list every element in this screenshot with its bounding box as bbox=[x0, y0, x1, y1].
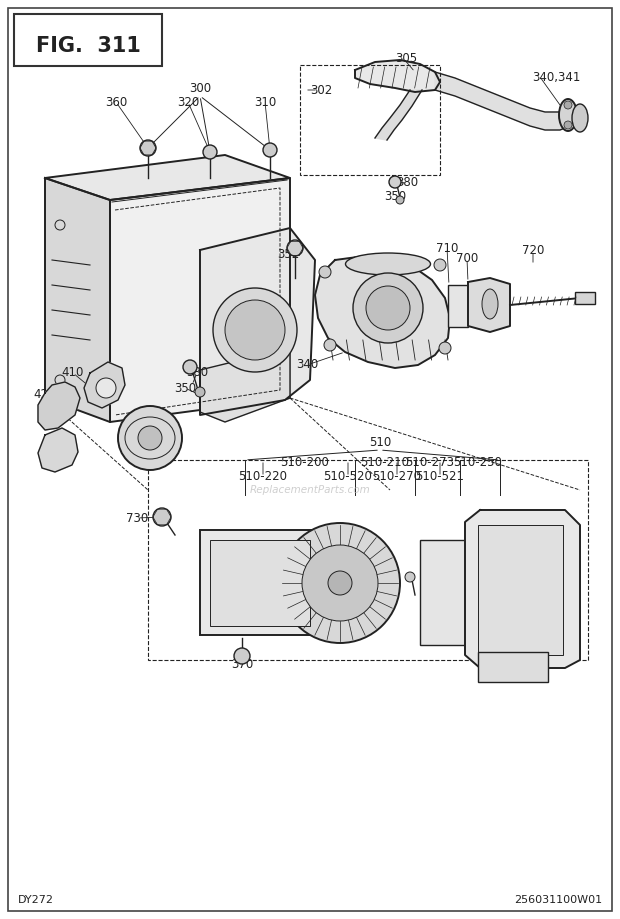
Text: 340,341: 340,341 bbox=[532, 71, 580, 84]
Text: 380: 380 bbox=[186, 367, 208, 380]
Polygon shape bbox=[315, 256, 450, 368]
Text: 710: 710 bbox=[436, 242, 458, 255]
Circle shape bbox=[396, 196, 404, 204]
Text: ReplacementParts.com: ReplacementParts.com bbox=[250, 485, 370, 495]
Circle shape bbox=[287, 240, 303, 256]
Polygon shape bbox=[375, 90, 422, 140]
Bar bbox=[478, 525, 563, 655]
Circle shape bbox=[280, 523, 400, 643]
Circle shape bbox=[564, 121, 572, 129]
Text: 350: 350 bbox=[174, 381, 196, 394]
Circle shape bbox=[153, 508, 171, 526]
Polygon shape bbox=[84, 362, 125, 408]
Text: 300: 300 bbox=[189, 82, 211, 95]
Text: 400: 400 bbox=[139, 425, 161, 438]
Text: 510-210: 510-210 bbox=[360, 457, 409, 470]
Circle shape bbox=[302, 545, 378, 621]
Text: 510-220: 510-220 bbox=[239, 471, 288, 483]
Text: 720: 720 bbox=[522, 244, 544, 257]
Bar bbox=[210, 540, 310, 626]
Polygon shape bbox=[465, 510, 580, 668]
Text: 740,741: 740,741 bbox=[494, 581, 543, 594]
Text: 510-520: 510-520 bbox=[324, 471, 373, 483]
Bar bbox=[300, 65, 440, 175]
Text: 510-273: 510-273 bbox=[405, 457, 454, 470]
Text: 510-521: 510-521 bbox=[415, 471, 464, 483]
Circle shape bbox=[140, 140, 156, 156]
Ellipse shape bbox=[482, 289, 498, 319]
Text: 410: 410 bbox=[62, 367, 84, 380]
Circle shape bbox=[353, 273, 423, 343]
Circle shape bbox=[439, 342, 451, 354]
Polygon shape bbox=[468, 278, 510, 332]
Circle shape bbox=[225, 300, 285, 360]
Text: 510-270: 510-270 bbox=[373, 471, 422, 483]
Text: 320: 320 bbox=[177, 96, 199, 108]
Text: FIG.  311: FIG. 311 bbox=[35, 36, 141, 56]
Bar bbox=[420, 540, 480, 645]
Polygon shape bbox=[45, 155, 290, 200]
Circle shape bbox=[366, 286, 410, 330]
Circle shape bbox=[118, 406, 182, 470]
Circle shape bbox=[234, 648, 250, 664]
Text: 730: 730 bbox=[126, 512, 148, 525]
Bar bbox=[448, 285, 468, 327]
Text: 420: 420 bbox=[34, 389, 56, 402]
Text: 305: 305 bbox=[395, 51, 417, 64]
Polygon shape bbox=[355, 60, 440, 92]
Circle shape bbox=[324, 339, 336, 351]
Circle shape bbox=[96, 378, 116, 398]
Bar bbox=[200, 530, 320, 635]
Text: 302: 302 bbox=[310, 84, 332, 96]
Ellipse shape bbox=[559, 99, 577, 131]
Text: 370: 370 bbox=[231, 659, 253, 672]
Bar bbox=[14, 14, 162, 66]
Bar bbox=[575, 292, 595, 304]
Circle shape bbox=[434, 259, 446, 271]
Text: 380: 380 bbox=[396, 176, 418, 189]
Text: 256031100W01: 256031100W01 bbox=[514, 895, 602, 905]
Circle shape bbox=[405, 572, 415, 582]
Circle shape bbox=[263, 143, 277, 157]
Circle shape bbox=[138, 426, 162, 450]
Polygon shape bbox=[38, 428, 78, 472]
Bar bbox=[148, 460, 588, 660]
Polygon shape bbox=[38, 382, 80, 430]
Text: DY272: DY272 bbox=[18, 895, 54, 905]
Polygon shape bbox=[110, 178, 290, 422]
Text: 350: 350 bbox=[384, 190, 406, 203]
Ellipse shape bbox=[572, 104, 588, 132]
Circle shape bbox=[195, 387, 205, 397]
Text: 340: 340 bbox=[296, 358, 318, 371]
Bar bbox=[478, 652, 548, 682]
Circle shape bbox=[328, 571, 352, 595]
Polygon shape bbox=[200, 348, 290, 422]
Text: 315: 315 bbox=[51, 441, 73, 455]
Text: 310: 310 bbox=[254, 96, 276, 108]
Circle shape bbox=[213, 288, 297, 372]
Text: 510: 510 bbox=[369, 437, 391, 449]
Text: 360: 360 bbox=[105, 96, 127, 108]
Polygon shape bbox=[435, 72, 565, 130]
Text: 700: 700 bbox=[456, 253, 478, 266]
Circle shape bbox=[389, 176, 401, 188]
Text: 510-250: 510-250 bbox=[454, 457, 502, 470]
Polygon shape bbox=[45, 178, 110, 422]
Circle shape bbox=[203, 145, 217, 159]
Circle shape bbox=[183, 360, 197, 374]
Circle shape bbox=[319, 266, 331, 278]
Text: 352: 352 bbox=[277, 248, 299, 262]
Ellipse shape bbox=[345, 253, 430, 275]
Text: 510-200: 510-200 bbox=[281, 457, 329, 470]
Polygon shape bbox=[200, 228, 315, 415]
Circle shape bbox=[564, 101, 572, 109]
